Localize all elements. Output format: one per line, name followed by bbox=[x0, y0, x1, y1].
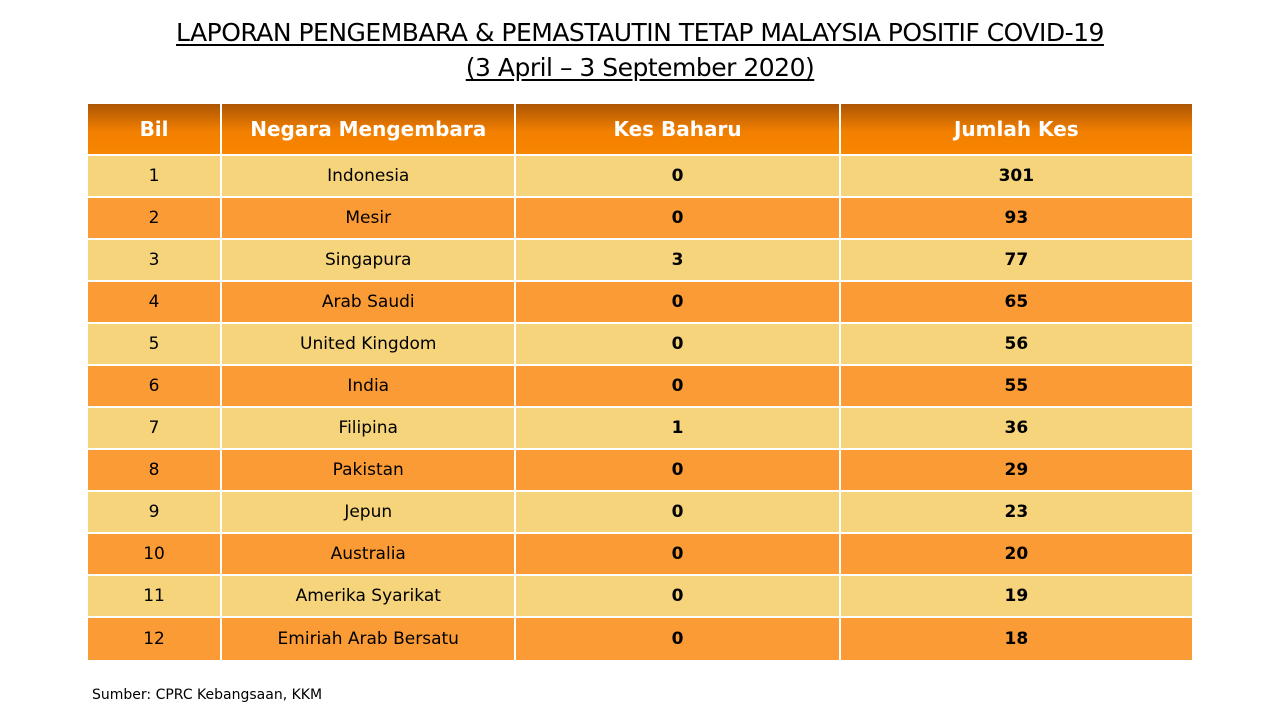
cell-kes-baharu: 0 bbox=[514, 322, 841, 366]
cell-jumlah-kes: 29 bbox=[838, 448, 1192, 492]
cell-bil: 7 bbox=[88, 406, 223, 450]
cell-bil: 2 bbox=[88, 196, 223, 240]
cell-negara: India bbox=[220, 364, 517, 408]
slide-title: LAPORAN PENGEMBARA & PEMASTAUTIN TETAP M… bbox=[176, 18, 1104, 47]
cell-kes-baharu: 0 bbox=[514, 280, 841, 324]
cell-kes-baharu: 1 bbox=[514, 406, 841, 450]
cell-jumlah-kes: 20 bbox=[838, 532, 1192, 576]
table-row: 1 Indonesia 0 301 bbox=[88, 154, 1192, 198]
table-row: 11 Amerika Syarikat 0 19 bbox=[88, 574, 1192, 618]
cell-jumlah-kes: 56 bbox=[838, 322, 1192, 366]
cell-kes-baharu: 0 bbox=[514, 532, 841, 576]
cell-bil: 4 bbox=[88, 280, 223, 324]
cases-table: Bil Negara Mengembara Kes Baharu Jumlah … bbox=[88, 104, 1192, 660]
cell-negara: Emiriah Arab Bersatu bbox=[220, 616, 517, 660]
table-row: 9 Jepun 0 23 bbox=[88, 490, 1192, 534]
cell-kes-baharu: 0 bbox=[514, 154, 841, 198]
cell-kes-baharu: 0 bbox=[514, 574, 841, 618]
table-row: 6 India 0 55 bbox=[88, 364, 1192, 408]
cell-kes-baharu: 0 bbox=[514, 448, 841, 492]
cell-negara: United Kingdom bbox=[220, 322, 517, 366]
table-row: 7 Filipina 1 36 bbox=[88, 406, 1192, 450]
table-row: 2 Mesir 0 93 bbox=[88, 196, 1192, 240]
cell-jumlah-kes: 23 bbox=[838, 490, 1192, 534]
table-header-row: Bil Negara Mengembara Kes Baharu Jumlah … bbox=[88, 104, 1192, 156]
cell-negara: Arab Saudi bbox=[220, 280, 517, 324]
source-note: Sumber: CPRC Kebangsaan, KKM bbox=[92, 687, 323, 703]
cell-negara: Filipina bbox=[220, 406, 517, 450]
cell-bil: 3 bbox=[88, 238, 223, 282]
table-row: 12 Emiriah Arab Bersatu 0 18 bbox=[88, 616, 1192, 660]
table-row: 10 Australia 0 20 bbox=[88, 532, 1192, 576]
header-negara: Negara Mengembara bbox=[220, 104, 517, 156]
header-jumlah-kes: Jumlah Kes bbox=[838, 104, 1192, 156]
cell-bil: 11 bbox=[88, 574, 223, 618]
cell-jumlah-kes: 18 bbox=[838, 616, 1192, 660]
cell-jumlah-kes: 36 bbox=[838, 406, 1192, 450]
table-row: 5 United Kingdom 0 56 bbox=[88, 322, 1192, 366]
slide-subtitle: (3 April – 3 September 2020) bbox=[465, 53, 815, 82]
cell-negara: Pakistan bbox=[220, 448, 517, 492]
cell-kes-baharu: 0 bbox=[514, 490, 841, 534]
table-row: 4 Arab Saudi 0 65 bbox=[88, 280, 1192, 324]
cell-kes-baharu: 3 bbox=[514, 238, 841, 282]
cell-kes-baharu: 0 bbox=[514, 616, 841, 660]
cell-bil: 12 bbox=[88, 616, 223, 660]
cell-jumlah-kes: 93 bbox=[838, 196, 1192, 240]
header-bil: Bil bbox=[88, 104, 223, 156]
cell-jumlah-kes: 65 bbox=[838, 280, 1192, 324]
cell-bil: 5 bbox=[88, 322, 223, 366]
cell-kes-baharu: 0 bbox=[514, 196, 841, 240]
cell-kes-baharu: 0 bbox=[514, 364, 841, 408]
cell-negara: Indonesia bbox=[220, 154, 517, 198]
cell-negara: Australia bbox=[220, 532, 517, 576]
table-row: 3 Singapura 3 77 bbox=[88, 238, 1192, 282]
cell-jumlah-kes: 301 bbox=[838, 154, 1192, 198]
cell-jumlah-kes: 77 bbox=[838, 238, 1192, 282]
cell-bil: 8 bbox=[88, 448, 223, 492]
cell-jumlah-kes: 55 bbox=[838, 364, 1192, 408]
header-kes-baharu: Kes Baharu bbox=[514, 104, 841, 156]
cell-bil: 6 bbox=[88, 364, 223, 408]
cell-bil: 1 bbox=[88, 154, 223, 198]
cell-bil: 10 bbox=[88, 532, 223, 576]
cell-jumlah-kes: 19 bbox=[838, 574, 1192, 618]
cell-bil: 9 bbox=[88, 490, 223, 534]
cell-negara: Singapura bbox=[220, 238, 517, 282]
table-row: 8 Pakistan 0 29 bbox=[88, 448, 1192, 492]
cell-negara: Amerika Syarikat bbox=[220, 574, 517, 618]
cell-negara: Jepun bbox=[220, 490, 517, 534]
cell-negara: Mesir bbox=[220, 196, 517, 240]
